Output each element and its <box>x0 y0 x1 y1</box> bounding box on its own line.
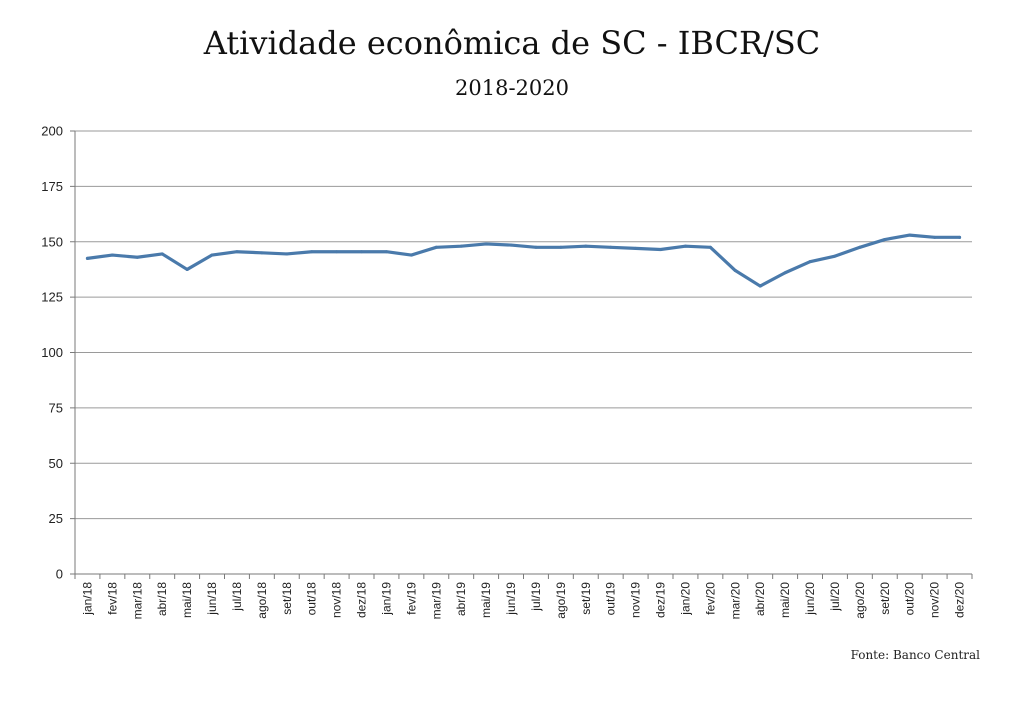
x-tick-label: jun/20 <box>803 582 817 616</box>
data-point <box>260 251 264 255</box>
data-point <box>883 238 887 242</box>
y-tick-label: 150 <box>41 234 63 249</box>
series-layer <box>85 233 962 288</box>
y-tick-label: 200 <box>41 124 63 139</box>
data-point <box>659 248 663 252</box>
x-tick-label: abr/19 <box>454 582 468 616</box>
x-tick-label: mai/18 <box>180 582 194 618</box>
y-tick-label: 100 <box>41 345 63 360</box>
x-tick-label: nov/18 <box>330 582 344 618</box>
x-tick-label: out/19 <box>604 582 618 616</box>
x-tick-label: mar/18 <box>130 582 144 620</box>
data-point <box>235 250 239 254</box>
x-tick-label: jul/20 <box>828 582 842 612</box>
data-point <box>384 250 388 254</box>
data-point <box>409 253 413 257</box>
data-point <box>434 245 438 249</box>
x-tick-label: mar/20 <box>728 582 742 620</box>
x-tick-label: ago/20 <box>853 582 867 619</box>
axes <box>70 130 973 579</box>
y-tick-label: 25 <box>49 511 63 526</box>
chart-subtitle: 2018-2020 <box>455 76 569 100</box>
y-tick-label: 75 <box>49 400 63 415</box>
series-line <box>85 233 962 288</box>
x-tick-label: mar/19 <box>429 582 443 620</box>
data-point <box>310 250 314 254</box>
source-note: Fonte: Banco Central <box>850 648 980 662</box>
data-point <box>85 256 89 260</box>
x-tick-label: abr/20 <box>753 582 767 616</box>
y-tick-label: 175 <box>41 179 63 194</box>
data-point <box>858 245 862 249</box>
y-tick-label: 125 <box>41 290 63 305</box>
data-point <box>160 252 164 256</box>
data-point <box>908 233 912 237</box>
data-point <box>285 252 289 256</box>
data-point <box>335 250 339 254</box>
data-point <box>110 253 114 257</box>
x-tick-label: ago/19 <box>554 582 568 619</box>
x-tick-label: nov/19 <box>629 582 643 618</box>
data-point <box>808 260 812 264</box>
chart-title: Atividade econômica de SC - IBCR/SC <box>203 24 821 62</box>
y-tick-label: 0 <box>56 567 63 582</box>
x-tick-label: out/18 <box>305 582 319 616</box>
x-tick-label: fev/20 <box>703 582 717 615</box>
x-tick-label: jan/18 <box>80 582 94 616</box>
x-tick-label: ago/18 <box>255 582 269 619</box>
data-point <box>584 244 588 248</box>
y-tick-label: 50 <box>49 456 63 471</box>
data-point <box>210 253 214 257</box>
data-point <box>783 271 787 275</box>
x-tick-label: mai/19 <box>479 582 493 618</box>
data-point <box>683 244 687 248</box>
x-tick-label: jun/19 <box>504 582 518 616</box>
data-point <box>559 245 563 249</box>
data-point <box>958 235 962 239</box>
data-point <box>360 250 364 254</box>
x-tick-label: jul/19 <box>529 582 543 612</box>
x-tick-label: fev/19 <box>404 582 418 615</box>
x-tick-label: jun/18 <box>205 582 219 616</box>
grid-lines <box>75 130 972 575</box>
x-tick-label: out/20 <box>903 582 917 616</box>
x-tick-label: set/18 <box>280 582 294 615</box>
data-point <box>634 246 638 250</box>
data-point <box>135 255 139 259</box>
data-point <box>758 284 762 288</box>
x-tick-label: dez/18 <box>355 582 369 618</box>
x-tick-label: nov/20 <box>928 582 942 618</box>
x-tick-label: set/19 <box>579 582 593 615</box>
data-point <box>933 235 937 239</box>
data-point <box>185 267 189 271</box>
data-point <box>484 242 488 246</box>
x-tick-labels: jan/18 fev/18 mar/18 abr/18 mai/18 jun/18 jul/… <box>80 582 966 620</box>
x-tick-label: abr/18 <box>155 582 169 616</box>
x-tick-label: fev/18 <box>105 582 119 615</box>
y-tick-labels: 0 25 50 75 100 125 150 175 200 <box>41 124 63 582</box>
data-point <box>534 245 538 249</box>
x-tick-label: dez/19 <box>654 582 668 618</box>
data-point <box>733 269 737 273</box>
data-point <box>509 243 513 247</box>
data-point <box>609 245 613 249</box>
x-tick-label: mai/20 <box>778 582 792 618</box>
x-tick-label: dez/20 <box>953 582 967 618</box>
data-point <box>459 244 463 248</box>
data-point <box>833 254 837 258</box>
x-tick-label: jan/20 <box>678 582 692 616</box>
x-tick-label: set/20 <box>878 582 892 615</box>
data-point <box>708 245 712 249</box>
x-tick-label: jul/18 <box>230 582 244 612</box>
x-tick-label: jan/19 <box>379 582 393 616</box>
